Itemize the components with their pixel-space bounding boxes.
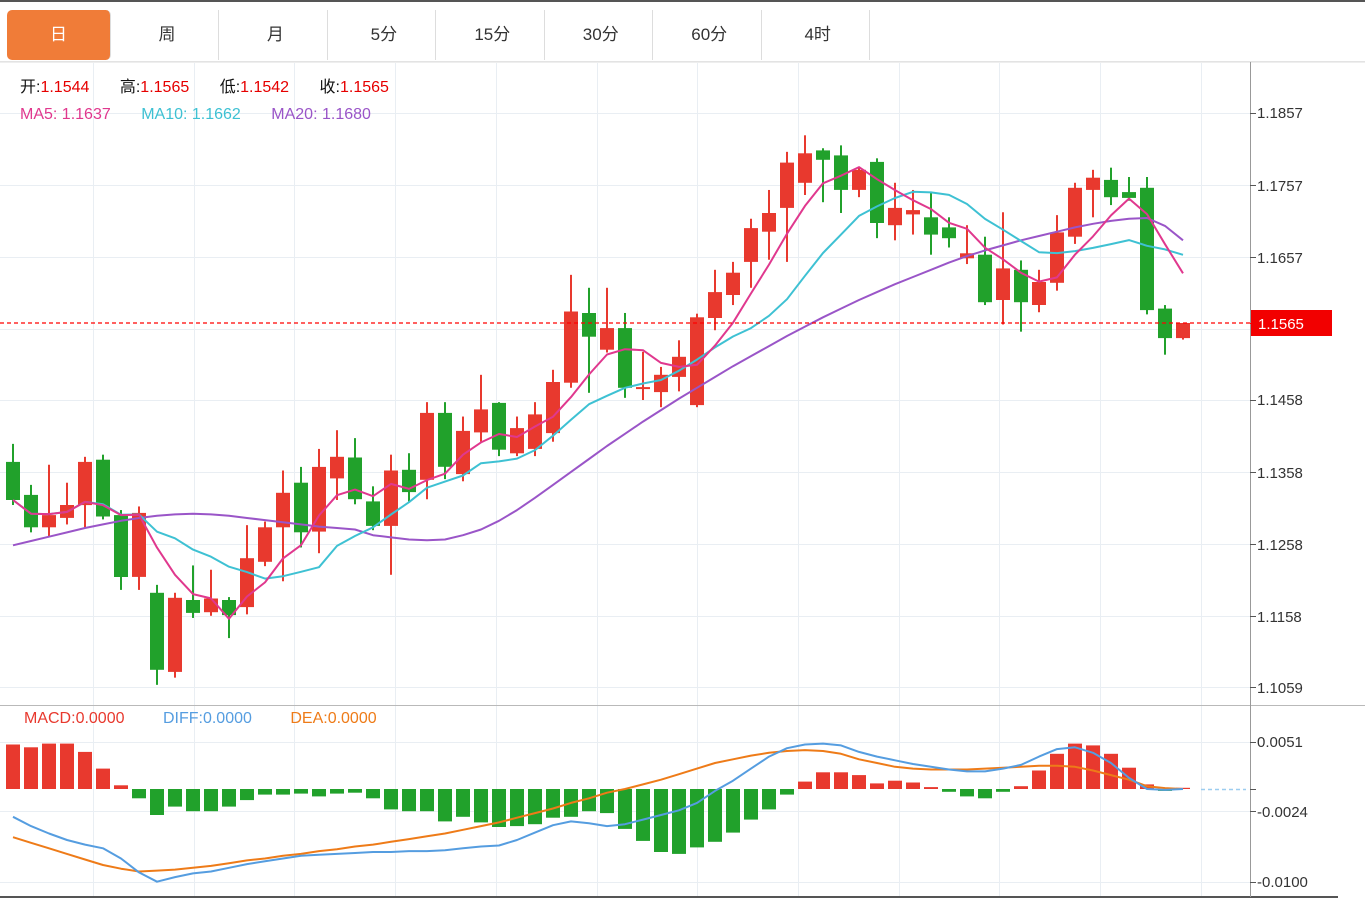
macd-tick-low: -0.0100 [1257,874,1308,891]
open-label: 开: [20,79,41,96]
y-tick-1.1158: 1.1158 [1257,609,1302,626]
open-value: 1.1544 [40,79,90,96]
tab-5min[interactable]: 5分 [332,10,437,60]
ma5-label: MA5: [20,106,58,123]
macd-tick-high: 0.0051 [1257,734,1303,751]
tab-week[interactable]: 周 [115,10,220,60]
macd-value: 0.0000 [75,710,125,727]
y-tick-1.1258: 1.1258 [1257,537,1303,554]
y-tick-1.1458: 1.1458 [1257,392,1303,409]
axes-frame [0,62,1365,898]
tab-60min[interactable]: 60分 [657,10,762,60]
ma-row: MA5: 1.1637 MA10: 1.1662 MA20: 1.1680 [20,101,415,128]
candlestick-series [6,135,1190,685]
diff-value: 0.0000 [202,710,252,727]
y-tick-1.1757: 1.1757 [1257,178,1303,195]
y-tick-1.1657: 1.1657 [1257,250,1303,267]
macd-legend: MACD:0.0000 DIFF:0.0000 DEA:0.0000 [24,710,411,728]
ma20-label: MA20: [271,106,318,123]
tab-30min[interactable]: 30分 [549,10,654,60]
ohlc-row: 开:1.1544 高:1.1565 低:1.1542 收:1.1565 [20,74,415,101]
high-value: 1.1565 [140,79,190,96]
macd-label: MACD: [24,710,76,727]
ma10-value: 1.1662 [191,106,241,123]
period-tabbar: 日 周 月 5分 15分 30分 60分 4时 [0,2,1365,62]
tab-month[interactable]: 月 [223,10,328,60]
macd-tick-mid: -0.0024 [1257,804,1308,821]
macd-series [6,742,1246,883]
y-tick-1.1358: 1.1358 [1257,465,1303,482]
dea-label: DEA: [290,710,328,727]
ma10-label: MA10: [141,106,188,123]
low-value: 1.1542 [240,79,290,96]
tab-4hour[interactable]: 4时 [766,10,871,60]
tab-15min[interactable]: 15分 [440,10,545,60]
close-label: 收: [319,79,340,96]
high-label: 高: [119,79,141,96]
macd-axis-labels: 0.0051 -0.0024 -0.0100 [1257,734,1308,891]
ma-lines [12,166,1184,620]
price-axis-labels: 1.1857 1.1757 1.1657 1.1458 1.1358 1.125… [1257,105,1303,697]
current-price-badge: 1.1565 [1251,310,1332,336]
y-tick-1.1059: 1.1059 [1257,680,1303,697]
current-price-text: 1.1565 [1258,316,1304,333]
y-tick-1.1857: 1.1857 [1257,105,1303,122]
top-border [0,0,1365,2]
dea-value: 0.0000 [327,710,377,727]
ma5-value: 1.1637 [61,106,111,123]
low-label: 低: [219,79,241,96]
ma20-value: 1.1680 [321,106,371,123]
diff-label: DIFF: [162,710,203,727]
ohlc-legend: 开:1.1544 高:1.1565 低:1.1542 收:1.1565 MA5:… [20,74,415,128]
close-value: 1.1565 [339,79,389,96]
tab-day[interactable]: 日 [7,10,111,60]
